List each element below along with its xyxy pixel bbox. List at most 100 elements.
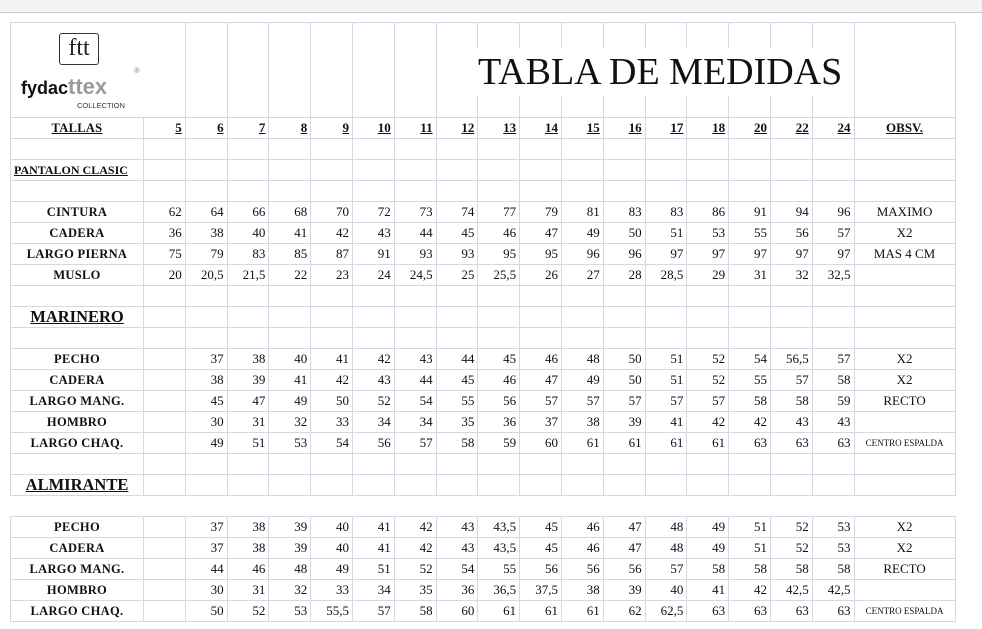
measure-value: 46 bbox=[560, 537, 604, 559]
obsv-cell: X2 bbox=[853, 222, 956, 244]
empty-cell bbox=[477, 327, 521, 349]
measure-value: 27 bbox=[560, 264, 604, 286]
size-header: 6 bbox=[184, 117, 228, 139]
obsv-cell bbox=[853, 264, 956, 286]
measure-value: 41 bbox=[268, 222, 312, 244]
measure-value: 58 bbox=[393, 600, 437, 622]
measure-value: 63 bbox=[811, 600, 855, 622]
measure-value: 57 bbox=[811, 222, 855, 244]
empty-cell bbox=[268, 306, 312, 328]
size-chart-table: TALLAS 5 6 7 8 9 10 11 12 13 14 15 16 17 18 20 22 24 OBSV.… bbox=[10, 22, 956, 622]
empty-cell bbox=[769, 474, 813, 496]
measure-value: 42 bbox=[310, 369, 353, 391]
empty-cell bbox=[226, 453, 270, 475]
empty-cell bbox=[560, 453, 604, 475]
size-header: 13 bbox=[477, 117, 521, 139]
measure-value: 45 bbox=[435, 369, 479, 391]
size-header: 14 bbox=[519, 117, 562, 139]
empty-cell bbox=[602, 138, 646, 160]
empty-cell bbox=[435, 285, 479, 307]
measure-value: 44 bbox=[184, 558, 228, 580]
measure-value: 50 bbox=[310, 390, 353, 412]
measure-value: 28 bbox=[602, 264, 646, 286]
measure-value: 37 bbox=[184, 516, 228, 538]
measure-value: 39 bbox=[602, 579, 646, 601]
measure-value: 56,5 bbox=[769, 348, 813, 370]
empty-cell bbox=[644, 453, 688, 475]
measure-value: 37 bbox=[184, 348, 228, 370]
size-header: 17 bbox=[644, 117, 688, 139]
obsv-cell: MAXIMO bbox=[853, 201, 956, 223]
table-row: PECHO 37 38 39 40 41 42 43 43,5 45 46 47 48 49 51 52 53 X… bbox=[10, 516, 956, 538]
measure-value: 48 bbox=[644, 537, 688, 559]
table-row: HOMBRO 30 31 32 33 34 34 35 36 37 38 39 41 42 42 43 43 bbox=[10, 411, 956, 433]
measure-value: 41 bbox=[351, 516, 395, 538]
measure-value: 57 bbox=[811, 348, 855, 370]
measure-value: 20,5 bbox=[184, 264, 228, 286]
measure-value: 38 bbox=[226, 516, 270, 538]
measure-value: 61 bbox=[686, 432, 730, 454]
empty-cell bbox=[853, 327, 956, 349]
measure-value: 45 bbox=[477, 348, 521, 370]
measure-value: 38 bbox=[184, 369, 228, 391]
section-row: MARINERO bbox=[10, 306, 956, 328]
empty-cell bbox=[686, 453, 730, 475]
measure-value: 79 bbox=[184, 243, 228, 265]
measure-value: 75 bbox=[143, 243, 186, 265]
empty-cell bbox=[226, 474, 270, 496]
measure-value: 57 bbox=[351, 600, 395, 622]
empty-cell bbox=[393, 159, 437, 181]
measure-value: 28,5 bbox=[644, 264, 688, 286]
measure-value bbox=[143, 558, 186, 580]
measure-value: 63 bbox=[728, 432, 771, 454]
empty-cell bbox=[184, 138, 228, 160]
empty-cell bbox=[268, 474, 312, 496]
empty-cell bbox=[477, 138, 521, 160]
measure-value: 97 bbox=[644, 243, 688, 265]
empty-cell bbox=[393, 285, 437, 307]
measure-value: 63 bbox=[769, 432, 813, 454]
measure-value: 72 bbox=[351, 201, 395, 223]
measure-value: 57 bbox=[519, 390, 562, 412]
logo-word-b: ttex bbox=[68, 74, 108, 99]
measure-value: 61 bbox=[519, 600, 562, 622]
measure-value: 51 bbox=[644, 369, 688, 391]
empty-cell bbox=[435, 180, 479, 202]
empty-cell bbox=[602, 180, 646, 202]
measure-value: 43 bbox=[435, 537, 479, 559]
measure-value: 36 bbox=[435, 579, 479, 601]
measure-value: 41 bbox=[351, 537, 395, 559]
empty-cell bbox=[143, 474, 186, 496]
empty-cell bbox=[686, 180, 730, 202]
measure-value: 32 bbox=[268, 579, 312, 601]
measure-value: 30 bbox=[184, 411, 228, 433]
measure-value: 61 bbox=[560, 432, 604, 454]
measure-value: 53 bbox=[686, 222, 730, 244]
measure-value: 29 bbox=[686, 264, 730, 286]
measure-value: 95 bbox=[519, 243, 562, 265]
measure-value: 85 bbox=[268, 243, 312, 265]
measure-value: 43 bbox=[351, 222, 395, 244]
empty-cell bbox=[644, 138, 688, 160]
measure-label: MUSLO bbox=[10, 264, 144, 286]
empty-cell bbox=[143, 453, 186, 475]
empty-cell bbox=[268, 159, 312, 181]
empty-cell bbox=[728, 285, 771, 307]
measure-value: 58 bbox=[811, 369, 855, 391]
empty-cell bbox=[853, 180, 956, 202]
empty-cell bbox=[184, 285, 228, 307]
table-row: CINTURA 62 64 66 68 70 72 73 74 77 79 81 83 83 86 91 94 9… bbox=[10, 201, 956, 223]
measure-value: 91 bbox=[351, 243, 395, 265]
measure-value: 42 bbox=[310, 222, 353, 244]
measure-value: 49 bbox=[184, 432, 228, 454]
measure-value bbox=[143, 537, 186, 559]
measure-value: 30 bbox=[184, 579, 228, 601]
measure-value: 52 bbox=[393, 558, 437, 580]
size-header: 10 bbox=[351, 117, 395, 139]
empty-cell bbox=[10, 285, 144, 307]
empty-cell bbox=[853, 306, 956, 328]
measure-value: 37 bbox=[184, 537, 228, 559]
empty-cell bbox=[226, 327, 270, 349]
measure-value: 37,5 bbox=[519, 579, 562, 601]
measure-value: 21,5 bbox=[226, 264, 270, 286]
